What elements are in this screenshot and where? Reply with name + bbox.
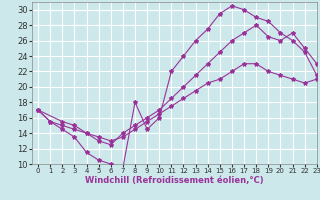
X-axis label: Windchill (Refroidissement éolien,°C): Windchill (Refroidissement éolien,°C): [85, 176, 264, 185]
